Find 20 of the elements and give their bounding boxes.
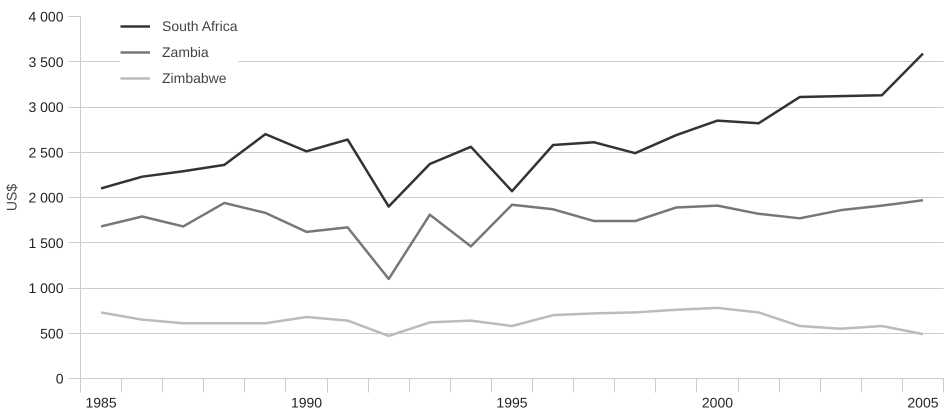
y-tick-label: 3 500 [28, 54, 64, 70]
x-tick-label: 1990 [290, 394, 322, 410]
line-series [100, 306, 924, 338]
y-axis-title: US$ [3, 184, 20, 212]
legend-label: South Africa [162, 18, 238, 34]
x-tick-label: 2000 [702, 394, 734, 410]
y-tick-label: 4 000 [28, 8, 64, 24]
line-series [100, 198, 924, 280]
y-tick-label: 2 000 [28, 190, 64, 206]
y-tick-label: 1 000 [28, 280, 64, 296]
legend-label: Zimbabwe [162, 70, 227, 86]
y-tick-label: 2 500 [28, 144, 64, 160]
y-tick-label: 500 [40, 325, 64, 342]
x-tick-label: 1985 [85, 394, 117, 410]
x-tick-label: 2005 [907, 394, 939, 410]
x-tick-label: 1995 [496, 394, 528, 410]
legend-label: Zambia [162, 44, 209, 60]
y-tick-label: 3 000 [28, 99, 64, 115]
y-tick-label: 1 500 [28, 234, 64, 251]
y-tick-label: 0 [56, 370, 64, 386]
